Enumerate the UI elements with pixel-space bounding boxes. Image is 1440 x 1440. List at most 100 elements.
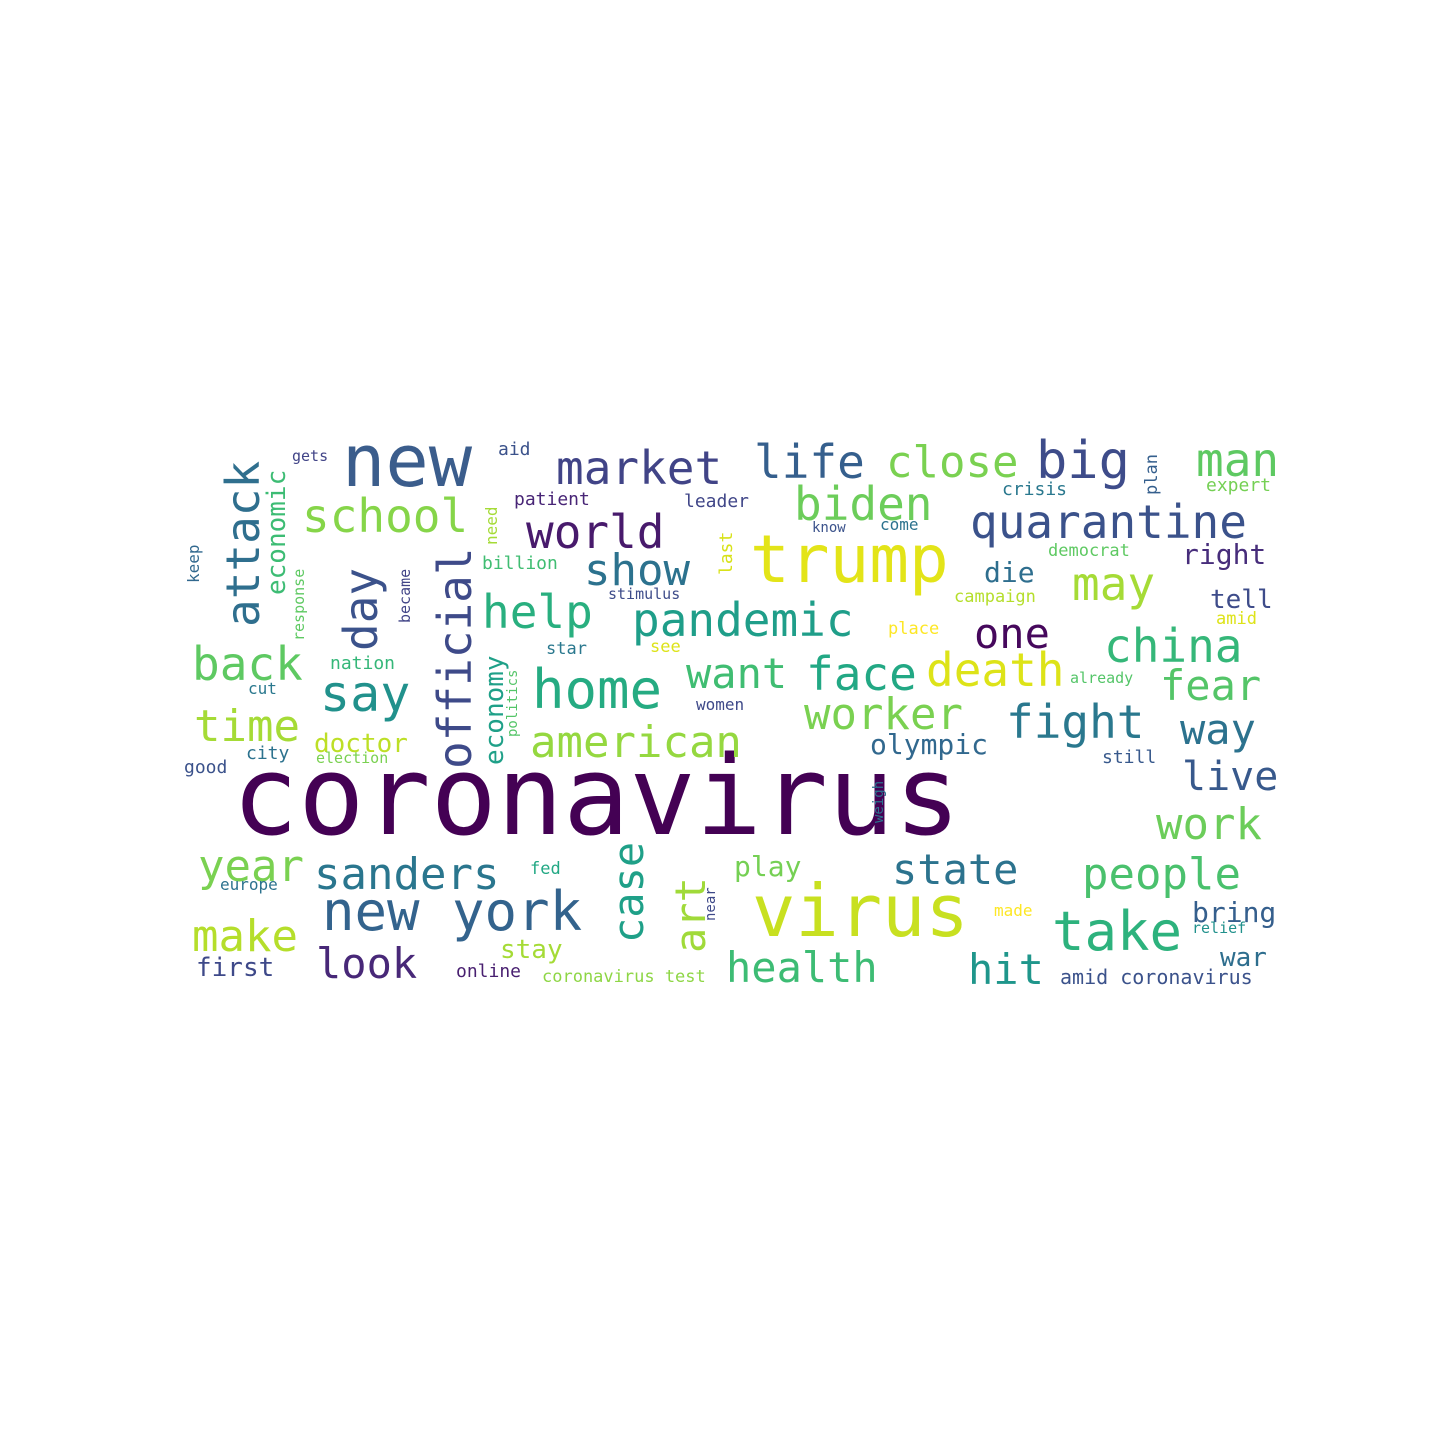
word-expert: expert (1206, 475, 1272, 496)
word-say: say (320, 665, 411, 723)
word-case: case (604, 841, 653, 943)
word-aid: aid (498, 439, 531, 460)
word-fed: fed (530, 859, 561, 879)
word-made: made (994, 901, 1033, 920)
word-already: already (1070, 669, 1134, 687)
word-biden: biden (794, 477, 933, 531)
word-became: became (396, 568, 414, 623)
word-die: die (984, 556, 1035, 589)
word-live: live (1182, 754, 1279, 800)
word-help: help (482, 585, 593, 639)
word-weigh: weigh (871, 780, 887, 823)
word-europe: europe (220, 875, 278, 894)
word-economic: economic (262, 469, 292, 595)
word-olympic: olympic (870, 728, 989, 761)
word-need: need (482, 506, 501, 545)
word-school: school (302, 489, 469, 543)
word-place: place (888, 619, 940, 639)
word-make: make (192, 911, 298, 962)
word-life: life (754, 435, 865, 489)
word-gets: gets (292, 447, 329, 465)
word-trump: trump (750, 521, 949, 598)
word-women: women (696, 695, 745, 714)
word-near: near (703, 887, 719, 921)
word-cut: cut (248, 679, 277, 698)
word-pandemic: pandemic (632, 593, 854, 647)
word-way: way (1180, 705, 1256, 754)
word-online: online (456, 961, 522, 982)
word-doctor: doctor (314, 729, 408, 759)
word-china: china (1104, 619, 1243, 673)
word-big: big (1036, 431, 1130, 491)
word-hit: hit (968, 945, 1044, 994)
word-show: show (584, 545, 690, 596)
word-new-york: new york (322, 880, 583, 943)
word-time: time (194, 701, 300, 752)
word-coronavirus: coronavirus (232, 732, 961, 860)
word-market: market (556, 441, 723, 495)
word-health: health (726, 943, 878, 992)
word-come: come (880, 515, 919, 534)
word-star: star (546, 639, 587, 659)
word-year: year (198, 841, 304, 892)
word-worker: worker (804, 689, 963, 740)
word-leader: leader (684, 491, 750, 512)
word-official: official (428, 547, 482, 769)
word-stay: stay (500, 935, 563, 965)
word-home: home (532, 658, 663, 721)
word-last: last (716, 531, 737, 575)
word-see: see (650, 637, 681, 657)
word-good: good (184, 757, 228, 778)
word-man: man (1196, 433, 1280, 487)
word-democrat: democrat (1048, 541, 1130, 561)
word-election: election (316, 749, 389, 767)
word-amid-coronavirus: amid coronavirus (1060, 965, 1253, 989)
word-one: one (974, 609, 1050, 658)
word-look: look (316, 939, 418, 988)
word-take: take (1052, 900, 1183, 963)
word-campaign: campaign (954, 587, 1036, 607)
word-still: still (1102, 747, 1157, 768)
word-plan: plan (1142, 454, 1162, 495)
word-may: may (1072, 557, 1156, 611)
word-bring: bring (1192, 896, 1277, 929)
word-politics: politics (505, 669, 521, 737)
word-cloud: coronavirus new virus trump new york tak… (180, 425, 1290, 995)
word-day: day (334, 567, 388, 651)
word-know: know (812, 520, 846, 536)
word-state: state (892, 845, 1019, 894)
word-right: right (1182, 538, 1267, 571)
word-fear: fear (1160, 661, 1262, 710)
word-world: world (526, 505, 665, 559)
word-play: play (734, 850, 802, 883)
word-keep: keep (184, 544, 203, 583)
word-work: work (1156, 799, 1262, 850)
word-close: close (886, 437, 1019, 488)
word-war: war (1220, 943, 1267, 973)
word-billion: billion (482, 553, 558, 574)
word-back: back (192, 637, 303, 691)
word-first: first (196, 953, 275, 983)
word-response: response (290, 568, 308, 641)
word-tell: tell (1210, 585, 1273, 615)
word-people: people (1082, 849, 1241, 900)
word-death: death (926, 643, 1065, 697)
word-fight: fight (1006, 695, 1145, 749)
word-virus: virus (752, 869, 969, 953)
word-relief: relief (1192, 919, 1247, 937)
word-american: american (530, 717, 742, 768)
word-crisis: crisis (1002, 479, 1068, 500)
word-city: city (246, 743, 290, 764)
word-attack: attack (216, 460, 270, 627)
word-amid: amid (1216, 609, 1257, 629)
word-patient: patient (514, 489, 590, 510)
word-want: want (686, 649, 788, 698)
word-new: new (342, 419, 473, 503)
word-nation: nation (330, 653, 396, 674)
word-face: face (806, 647, 917, 701)
word-stimulus: stimulus (608, 585, 681, 603)
word-quarantine: quarantine (970, 495, 1247, 549)
word-sanders: sanders (314, 849, 500, 900)
word-coronavirus-test: coronavirus test (542, 967, 706, 987)
